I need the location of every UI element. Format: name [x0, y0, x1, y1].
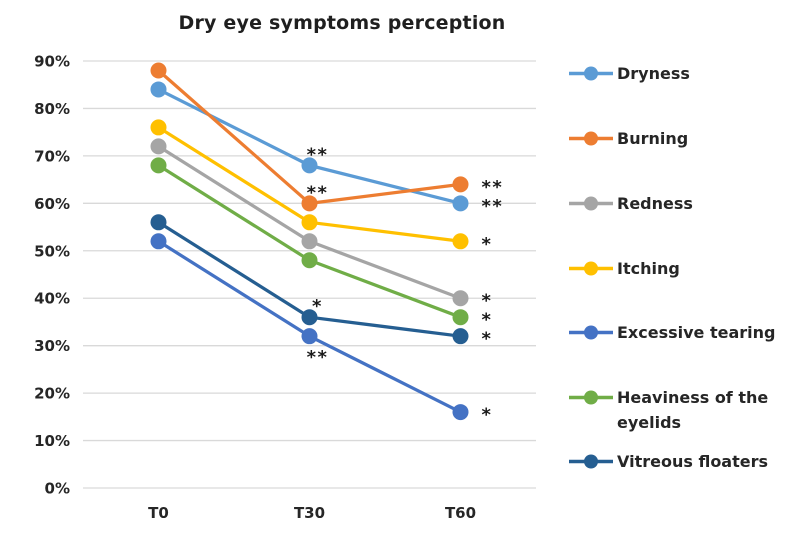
y-axis-tick-label: 40%: [34, 290, 70, 308]
line-marker-icon: [569, 390, 613, 405]
legend-item-redness: Redness: [568, 191, 693, 216]
legend-label: Excessive tearing: [617, 323, 776, 342]
significance-annotation: *: [482, 310, 493, 331]
data-point-burning-t60: [452, 176, 469, 193]
y-axis-tick-label: 90%: [34, 53, 70, 71]
line-marker-icon: [569, 66, 613, 81]
legend-item-excessive-tearing: Excessive tearing: [568, 320, 775, 345]
legend-item-itching: Itching: [568, 256, 680, 281]
x-axis-category-label: T30: [294, 504, 325, 522]
data-point-heaviness-of-the-eyelids-t0: [150, 157, 167, 174]
y-axis-tick-label: 0%: [45, 480, 70, 498]
y-axis-tick-label: 20%: [34, 385, 70, 403]
data-point-excessive-tearing-t0: [150, 233, 167, 250]
data-point-burning-t0: [150, 62, 167, 79]
significance-annotation: *: [482, 234, 493, 255]
significance-annotation: **: [482, 177, 504, 198]
y-axis-tick-label: 30%: [34, 337, 70, 355]
legend-label: Redness: [617, 194, 693, 213]
legend-item-vitreous-floaters: Vitreous floaters: [568, 449, 768, 474]
data-point-vitreous-floaters-t60: [452, 328, 469, 345]
data-point-excessive-tearing-t60: [452, 404, 469, 421]
data-point-vitreous-floaters-t0: [150, 214, 167, 231]
data-point-vitreous-floaters-t30: [301, 309, 318, 326]
significance-annotation: *: [482, 291, 493, 312]
data-point-itching-t30: [301, 214, 318, 231]
legend-item-dryness: Dryness: [568, 61, 690, 86]
data-point-burning-t30: [301, 195, 318, 212]
data-point-dryness-t30: [301, 157, 318, 174]
line-marker-icon: [569, 131, 613, 146]
data-point-itching-t60: [452, 233, 469, 250]
legend-label: Dryness: [617, 64, 690, 83]
x-axis-category-label: T0: [148, 504, 169, 522]
x-axis-category-label: T60: [445, 504, 476, 522]
data-point-dryness-t0: [150, 81, 167, 98]
line-marker-icon: [569, 454, 613, 469]
legend-label: Vitreous floaters: [617, 452, 769, 471]
significance-annotation: **: [482, 196, 504, 217]
legend-item-heaviness-of-the-eyelids: Heaviness of the eyelids: [568, 385, 785, 435]
significance-annotation: **: [307, 182, 329, 203]
legend-label: Itching: [617, 259, 680, 278]
y-axis-tick-label: 50%: [34, 242, 70, 260]
y-axis-tick-label: 70%: [34, 147, 70, 165]
legend-label: Burning: [617, 129, 689, 148]
data-point-redness-t30: [301, 233, 318, 250]
line-marker-icon: [569, 261, 613, 276]
significance-annotation: *: [482, 329, 493, 350]
data-point-redness-t60: [452, 290, 469, 307]
chart-title: Dry eye symptoms perception: [178, 12, 506, 34]
data-point-heaviness-of-the-eyelids-t30: [301, 252, 318, 269]
y-axis-tick-label: 80%: [34, 100, 70, 118]
chart-legend: Dryness Burning Redness Itching: [568, 0, 785, 542]
legend-label: Heaviness of the eyelids: [617, 388, 769, 432]
legend-item-burning: Burning: [568, 126, 688, 151]
significance-annotation: *: [482, 405, 493, 426]
y-axis-tick-label: 60%: [34, 195, 70, 213]
data-point-itching-t0: [150, 119, 167, 136]
data-point-excessive-tearing-t30: [301, 328, 318, 345]
line-marker-icon: [569, 325, 613, 340]
significance-annotation: **: [307, 347, 329, 368]
data-point-heaviness-of-the-eyelids-t60: [452, 309, 469, 326]
significance-annotation: **: [307, 144, 329, 165]
significance-annotation: *: [312, 296, 323, 317]
y-axis-tick-label: 10%: [34, 432, 70, 450]
data-point-dryness-t60: [452, 195, 469, 212]
line-marker-icon: [569, 196, 613, 211]
data-point-redness-t0: [150, 138, 167, 155]
